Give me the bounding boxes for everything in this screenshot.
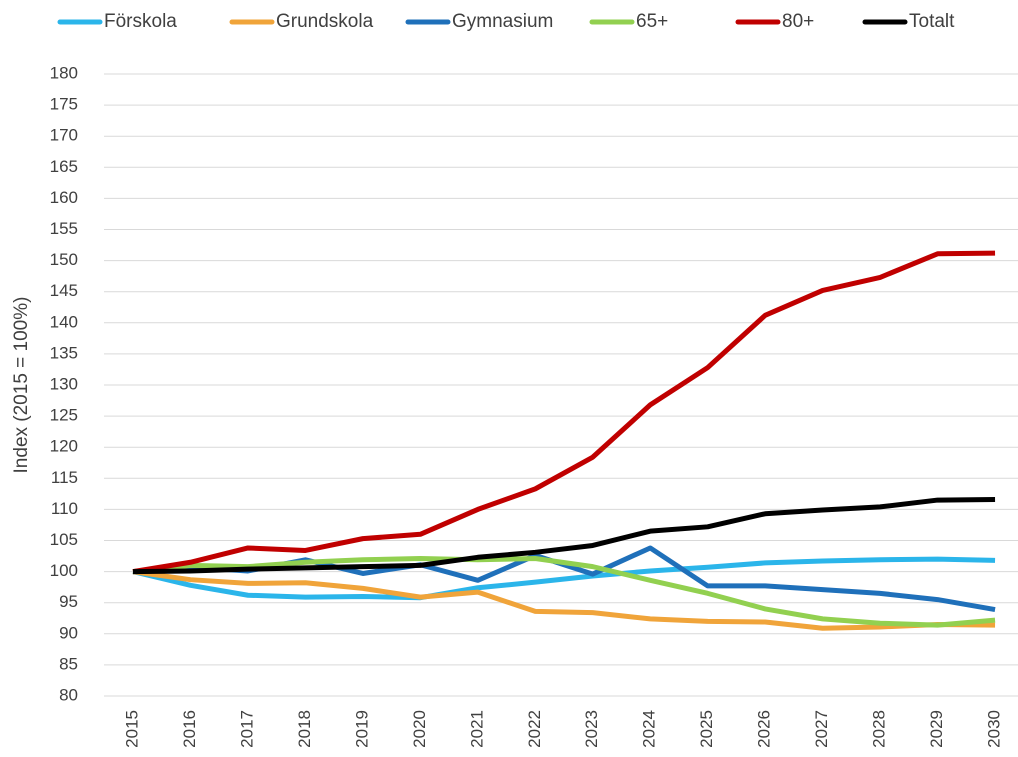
x-tick-label: 2030 <box>985 710 1004 748</box>
x-tick-label: 2025 <box>697 710 716 748</box>
y-tick-label: 180 <box>50 63 78 82</box>
series-line <box>132 556 996 601</box>
y-tick-label: 95 <box>59 592 78 611</box>
y-tick-label: 105 <box>50 530 78 549</box>
x-tick-label: 2017 <box>237 710 256 748</box>
legend-label: Grundskola <box>276 11 374 32</box>
y-tick-label: 85 <box>59 654 78 673</box>
y-tick-label: 150 <box>50 250 78 269</box>
x-tick-label: 2020 <box>410 710 429 748</box>
y-axis-label: Index (2015 = 100%) <box>11 297 32 474</box>
y-tick-label: 145 <box>50 281 78 300</box>
legend-label: Förskola <box>104 11 177 32</box>
legend-label: Totalt <box>909 11 955 32</box>
y-tick-label: 120 <box>50 437 78 456</box>
legend-label: Gymnasium <box>452 11 553 32</box>
x-tick-label: 2022 <box>525 710 544 748</box>
y-tick-label: 160 <box>50 188 78 207</box>
x-tick-label: 2021 <box>467 710 486 748</box>
series-line <box>132 556 996 628</box>
series-line <box>132 250 996 575</box>
series-line <box>132 496 996 575</box>
legend-label: 65+ <box>636 11 668 32</box>
x-tick-label: 2019 <box>352 710 371 748</box>
x-tick-label: 2026 <box>755 710 774 748</box>
x-tick-label: 2027 <box>812 710 831 748</box>
y-tick-label: 135 <box>50 343 78 362</box>
series-line <box>132 569 996 631</box>
x-tick-label: 2016 <box>180 710 199 748</box>
x-tick-label: 2024 <box>640 710 659 748</box>
x-tick-label: 2023 <box>582 710 601 748</box>
x-tick-label: 2015 <box>122 710 141 748</box>
legend-label: 80+ <box>782 11 814 32</box>
y-tick-label: 80 <box>59 685 78 704</box>
y-tick-label: 140 <box>50 312 78 331</box>
y-tick-label: 175 <box>50 95 78 114</box>
y-tick-label: 165 <box>50 157 78 176</box>
y-tick-label: 115 <box>51 468 78 487</box>
y-tick-label: 170 <box>50 126 78 145</box>
x-tick-label: 2029 <box>927 710 946 748</box>
y-tick-label: 125 <box>50 406 78 425</box>
y-tick-label: 90 <box>59 623 78 642</box>
x-tick-label: 2018 <box>295 710 314 748</box>
y-tick-label: 110 <box>51 499 78 518</box>
y-tick-label: 130 <box>50 374 78 393</box>
x-tick-label: 2028 <box>870 710 889 748</box>
y-tick-label: 155 <box>50 219 78 238</box>
y-tick-label: 100 <box>50 561 78 580</box>
